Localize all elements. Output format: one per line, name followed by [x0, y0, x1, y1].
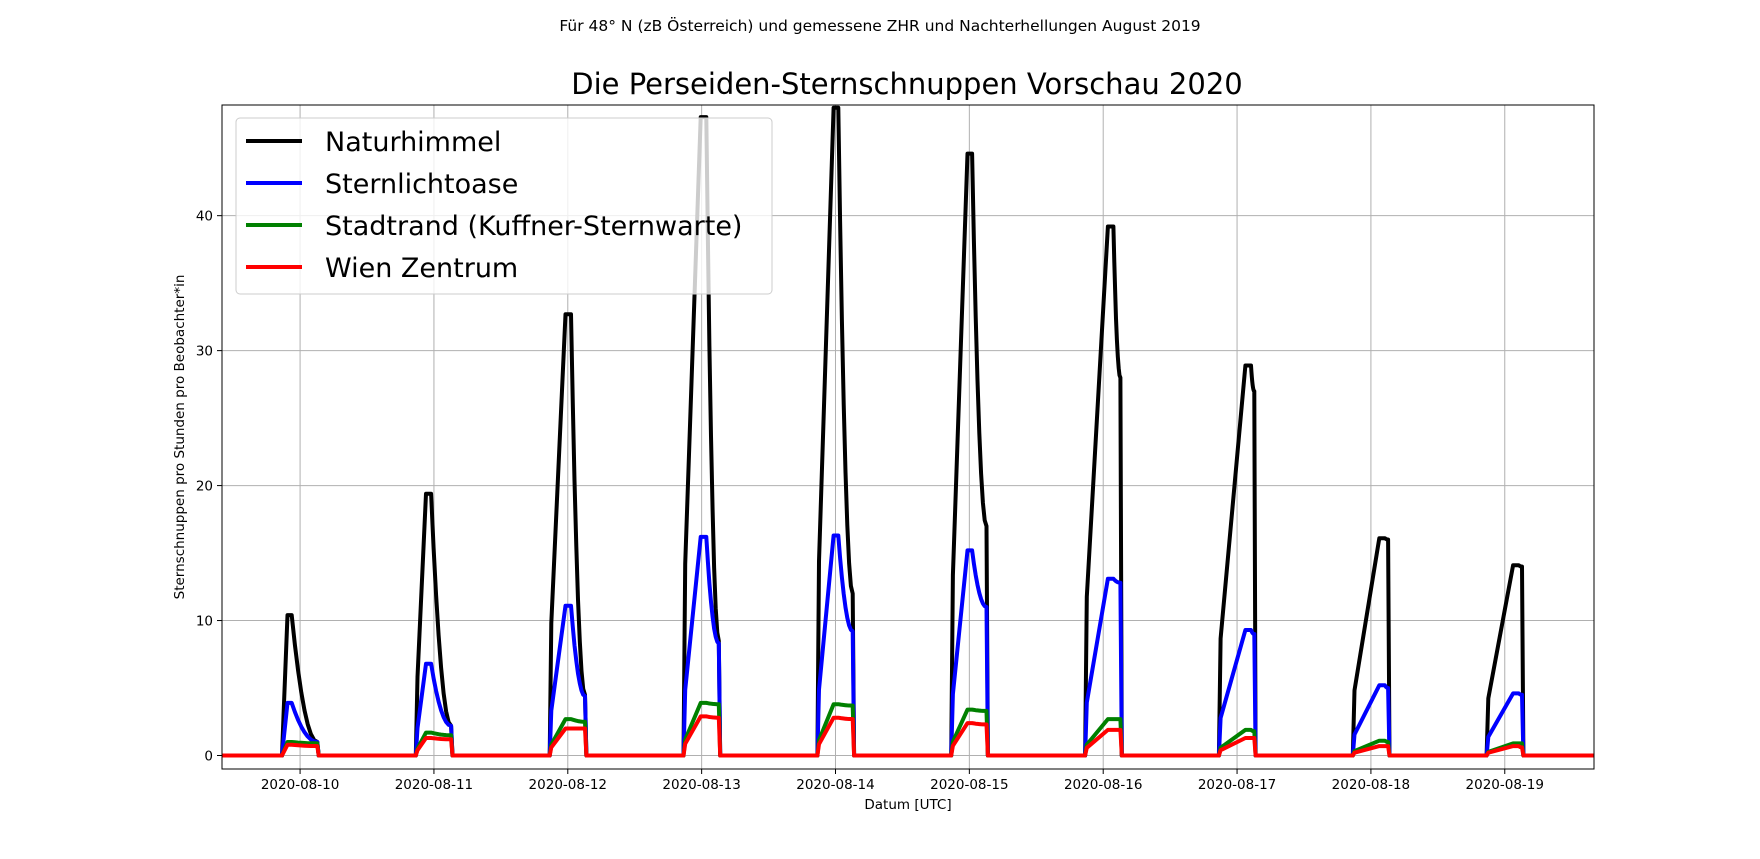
x-tick-label: 2020-08-12	[529, 777, 607, 793]
legend: Naturhimmel Sternlichtoase Stadtrand (Kuff…	[235, 117, 773, 295]
chart-suptitle: Für 48° N (zB Österreich) und gemessene …	[559, 16, 1200, 35]
series-lines	[222, 105, 1594, 758]
plot-frame	[221, 104, 1595, 770]
legend-label: Stadtrand (Kuffner-Sternwarte)	[325, 211, 742, 242]
y-tick-label: 40	[196, 209, 213, 225]
x-tick-label: 2020-08-19	[1466, 777, 1544, 793]
x-tick-label: 2020-08-16	[1064, 777, 1142, 793]
y-tick-label: 0	[204, 749, 213, 765]
series-line	[222, 714, 1594, 758]
axis-ticks: 2020-08-10 2020-08-11 2020-08-12 2020-08-13…	[196, 209, 1544, 793]
y-axis-label: Sternschnuppen pro Stunden pro Beobachte…	[172, 275, 188, 600]
y-tick-label: 30	[196, 344, 213, 360]
y-tick-label: 20	[196, 479, 213, 495]
legend-label: Naturhimmel	[325, 127, 501, 158]
x-tick-label: 2020-08-10	[261, 777, 339, 793]
y-tick-label: 10	[196, 614, 213, 630]
chart-title: Die Perseiden-Sternschnuppen Vorschau 20…	[571, 67, 1243, 101]
x-axis-label: Datum [UTC]	[864, 797, 951, 813]
legend-label: Sternlichtoase	[325, 169, 518, 200]
x-tick-label: 2020-08-13	[662, 777, 740, 793]
x-tick-label: 2020-08-17	[1198, 777, 1276, 793]
legend-box	[235, 117, 773, 295]
x-tick-label: 2020-08-11	[395, 777, 473, 793]
legend-label: Wien Zentrum	[325, 253, 518, 284]
x-tick-label: 2020-08-15	[930, 777, 1008, 793]
x-tick-label: 2020-08-18	[1332, 777, 1410, 793]
x-tick-label: 2020-08-14	[796, 777, 874, 793]
